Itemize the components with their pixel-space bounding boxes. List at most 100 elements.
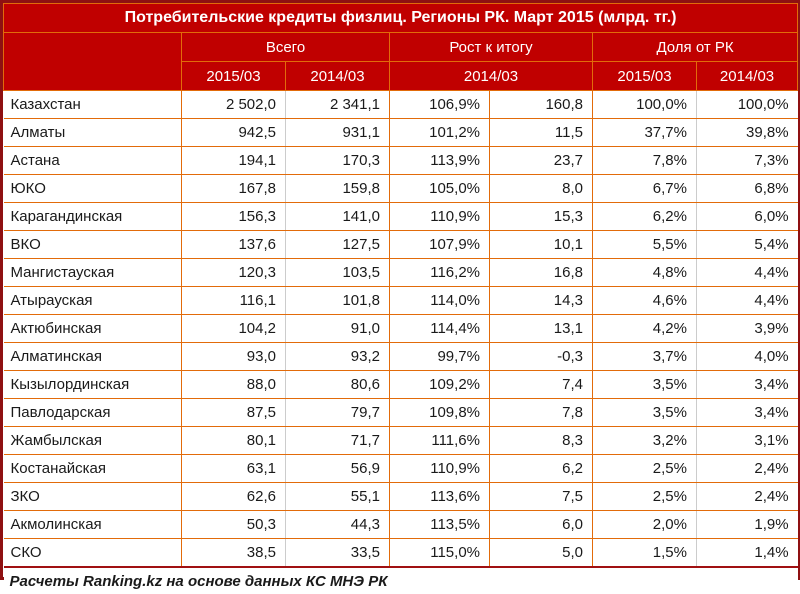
region-cell: Карагандинская xyxy=(3,202,182,231)
value-cell: 6,0 xyxy=(489,510,593,539)
value-cell: 13,1 xyxy=(489,314,593,343)
value-cell: 160,8 xyxy=(489,90,593,119)
subheader-share-2014: 2014/03 xyxy=(695,61,799,91)
region-cell: Астана xyxy=(3,146,182,175)
value-cell: 116,2% xyxy=(389,258,490,287)
value-cell: 7,5 xyxy=(489,482,593,511)
region-cell: Костанайская xyxy=(3,454,182,483)
value-cell: 93,0 xyxy=(181,342,286,371)
table-row: Жамбылская 80,1 71,7 111,6% 8,3 3,2% 3,1% xyxy=(3,426,798,455)
value-cell: 5,4% xyxy=(695,230,798,259)
value-cell: 107,9% xyxy=(389,230,490,259)
table-row: Карагандинская 156,3 141,0 110,9% 15,3 6,2% 6,… xyxy=(3,202,798,231)
value-cell: 170,3 xyxy=(285,146,390,175)
region-cell: Мангистауская xyxy=(3,258,182,287)
region-cell: ВКО xyxy=(3,230,182,259)
value-cell: 80,6 xyxy=(285,370,390,399)
table-body: Казахстан 2 502,0 2 341,1 106,9% 160,8 100,0%… xyxy=(3,90,798,568)
value-cell: 63,1 xyxy=(181,454,286,483)
value-cell: 101,2% xyxy=(389,118,490,147)
value-cell: 56,9 xyxy=(285,454,390,483)
value-cell: 114,0% xyxy=(389,286,490,315)
value-cell: 87,5 xyxy=(181,398,286,427)
value-cell: 7,8% xyxy=(592,146,697,175)
table-title: Потребительские кредиты физлиц. Регионы … xyxy=(2,3,799,33)
value-cell: 3,5% xyxy=(592,398,697,427)
value-cell: 6,2 xyxy=(489,454,593,483)
table-row: Астана 194,1 170,3 113,9% 23,7 7,8% 7,3% xyxy=(3,146,798,175)
table-row: Алматы 942,5 931,1 101,2% 11,5 37,7% 39,8% xyxy=(3,118,798,147)
value-cell: 79,7 xyxy=(285,398,390,427)
region-cell: Акмолинская xyxy=(3,510,182,539)
group-header-total: Всего xyxy=(181,32,390,62)
table-row: Павлодарская 87,5 79,7 109,8% 7,8 3,5% 3,4% xyxy=(3,398,798,427)
value-cell: 3,9% xyxy=(695,314,798,343)
value-cell: 39,8% xyxy=(695,118,798,147)
value-cell: 110,9% xyxy=(389,454,490,483)
value-cell: 80,1 xyxy=(181,426,286,455)
value-cell: 1,4% xyxy=(695,538,798,568)
sub-header-row: 2015/03 2014/03 2014/03 2015/03 2014/03 xyxy=(4,61,799,91)
value-cell: 103,5 xyxy=(285,258,390,287)
subheader-total-2014: 2014/03 xyxy=(285,61,390,91)
value-cell: 2,5% xyxy=(592,482,697,511)
value-cell: 6,2% xyxy=(592,202,697,231)
value-cell: 50,3 xyxy=(181,510,286,539)
value-cell: 93,2 xyxy=(285,342,390,371)
value-cell: 141,0 xyxy=(285,202,390,231)
value-cell: 109,2% xyxy=(389,370,490,399)
value-cell: 110,9% xyxy=(389,202,490,231)
value-cell: 2,4% xyxy=(695,454,798,483)
value-cell: 1,9% xyxy=(695,510,798,539)
value-cell: 100,0% xyxy=(695,90,798,119)
value-cell: 2,0% xyxy=(592,510,697,539)
value-cell: 167,8 xyxy=(181,174,286,203)
value-cell: 2 502,0 xyxy=(181,90,286,119)
footer-row: Расчеты Ranking.kz на основе данных КС М… xyxy=(3,566,798,594)
region-column-header xyxy=(3,32,182,91)
value-cell: 23,7 xyxy=(489,146,593,175)
value-cell: 159,8 xyxy=(285,174,390,203)
value-cell: 4,8% xyxy=(592,258,697,287)
value-cell: 2,4% xyxy=(695,482,798,511)
value-cell: 11,5 xyxy=(489,118,593,147)
value-cell: 111,6% xyxy=(389,426,490,455)
value-cell: 156,3 xyxy=(181,202,286,231)
value-cell: 1,5% xyxy=(592,538,697,568)
region-cell: СКО xyxy=(3,538,182,568)
region-cell: Кызылординская xyxy=(3,370,182,399)
value-cell: 113,6% xyxy=(389,482,490,511)
table-row: Костанайская 63,1 56,9 110,9% 6,2 2,5% 2,4% xyxy=(3,454,798,483)
value-cell: 127,5 xyxy=(285,230,390,259)
region-cell: ЮКО xyxy=(3,174,182,203)
value-cell: 3,4% xyxy=(695,370,798,399)
value-cell: 7,4 xyxy=(489,370,593,399)
value-cell: 6,7% xyxy=(592,174,697,203)
value-cell: 62,6 xyxy=(181,482,286,511)
region-cell: Актюбинская xyxy=(3,314,182,343)
table-header: Потребительские кредиты физлиц. Регионы … xyxy=(2,3,799,91)
value-cell: 15,3 xyxy=(489,202,593,231)
value-cell: 113,5% xyxy=(389,510,490,539)
value-cell: 101,8 xyxy=(285,286,390,315)
subheader-growth-2014: 2014/03 xyxy=(389,61,593,91)
region-cell: Жамбылская xyxy=(3,426,182,455)
table-row: Акмолинская 50,3 44,3 113,5% 6,0 2,0% 1,9% xyxy=(3,510,798,539)
table-row: Актюбинская 104,2 91,0 114,4% 13,1 4,2% 3,9% xyxy=(3,314,798,343)
value-cell: 104,2 xyxy=(181,314,286,343)
title-row: Потребительские кредиты физлиц. Регионы … xyxy=(2,3,799,33)
region-cell: Алматинская xyxy=(3,342,182,371)
region-cell: Алматы xyxy=(3,118,182,147)
value-cell: 3,5% xyxy=(592,370,697,399)
table-row: Казахстан 2 502,0 2 341,1 106,9% 160,8 100,0%… xyxy=(3,90,798,119)
table-footer: Расчеты Ranking.kz на основе данных КС М… xyxy=(3,566,798,594)
group-header-growth: Рост к итогу xyxy=(389,32,593,62)
table-row: Кызылординская 88,0 80,6 109,2% 7,4 3,5% 3,4% xyxy=(3,370,798,399)
value-cell: 113,9% xyxy=(389,146,490,175)
value-cell: 55,1 xyxy=(285,482,390,511)
value-cell: 91,0 xyxy=(285,314,390,343)
value-cell: 194,1 xyxy=(181,146,286,175)
value-cell: 105,0% xyxy=(389,174,490,203)
region-cell: Павлодарская xyxy=(3,398,182,427)
